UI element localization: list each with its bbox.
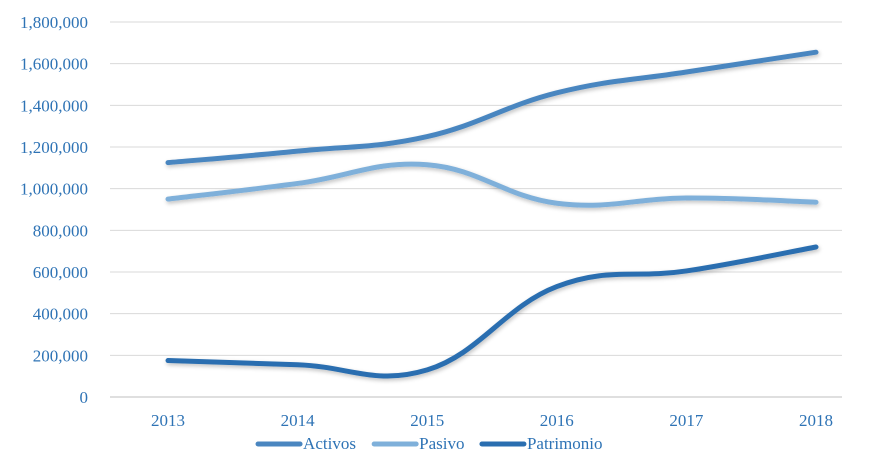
legend-label: Activos xyxy=(303,434,356,453)
y-tick-label: 200,000 xyxy=(33,346,88,365)
series-line-pasivo xyxy=(165,161,819,208)
y-tick-label: 800,000 xyxy=(33,221,88,240)
y-tick-label: 1,200,000 xyxy=(20,138,88,157)
x-tick-label: 2018 xyxy=(799,411,833,430)
x-tick-label: 2015 xyxy=(410,411,444,430)
x-tick-label: 2014 xyxy=(281,411,316,430)
y-tick-label: 1,000,000 xyxy=(20,180,88,199)
legend-item-activos: Activos xyxy=(255,434,356,453)
y-tick-label: 400,000 xyxy=(33,305,88,324)
y-tick-label: 1,800,000 xyxy=(20,13,88,32)
x-tick-label: 2013 xyxy=(151,411,185,430)
y-tick-label: 600,000 xyxy=(33,263,88,282)
series-line-activos xyxy=(165,49,819,166)
y-tick-label: 1,600,000 xyxy=(20,55,88,74)
y-tick-label: 0 xyxy=(80,388,89,407)
y-tick-label: 1,400,000 xyxy=(20,96,88,115)
series-lines xyxy=(165,49,819,379)
legend-label: Pasivo xyxy=(419,434,464,453)
legend: Activos Pasivo Patrimonio xyxy=(255,434,603,453)
y-axis: 0 200,000 400,000 600,000 800,000 1,000,000 1,… xyxy=(20,13,88,407)
legend-item-patrimonio: Patrimonio xyxy=(479,434,603,453)
x-tick-label: 2016 xyxy=(540,411,574,430)
legend-item-pasivo: Pasivo xyxy=(371,434,464,453)
legend-label: Patrimonio xyxy=(527,434,603,453)
series-line-patrimonio xyxy=(165,244,819,379)
gridlines xyxy=(110,21,842,356)
x-tick-label: 2017 xyxy=(669,411,704,430)
x-axis: 2013 2014 2015 2016 2017 2018 xyxy=(110,396,842,430)
